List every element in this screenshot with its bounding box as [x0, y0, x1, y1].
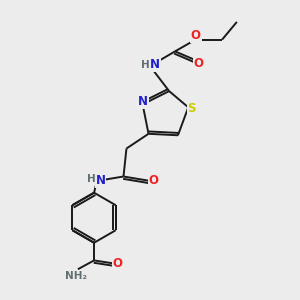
Text: O: O [148, 174, 158, 188]
Text: H: H [141, 60, 150, 70]
Text: NH₂: NH₂ [65, 271, 87, 281]
Text: N: N [138, 95, 148, 108]
Text: S: S [188, 102, 196, 115]
Text: O: O [112, 257, 123, 270]
Text: O: O [190, 29, 201, 42]
Text: H: H [87, 174, 96, 184]
Text: O: O [194, 57, 204, 70]
Text: N: N [95, 174, 106, 188]
Text: N: N [150, 58, 160, 71]
